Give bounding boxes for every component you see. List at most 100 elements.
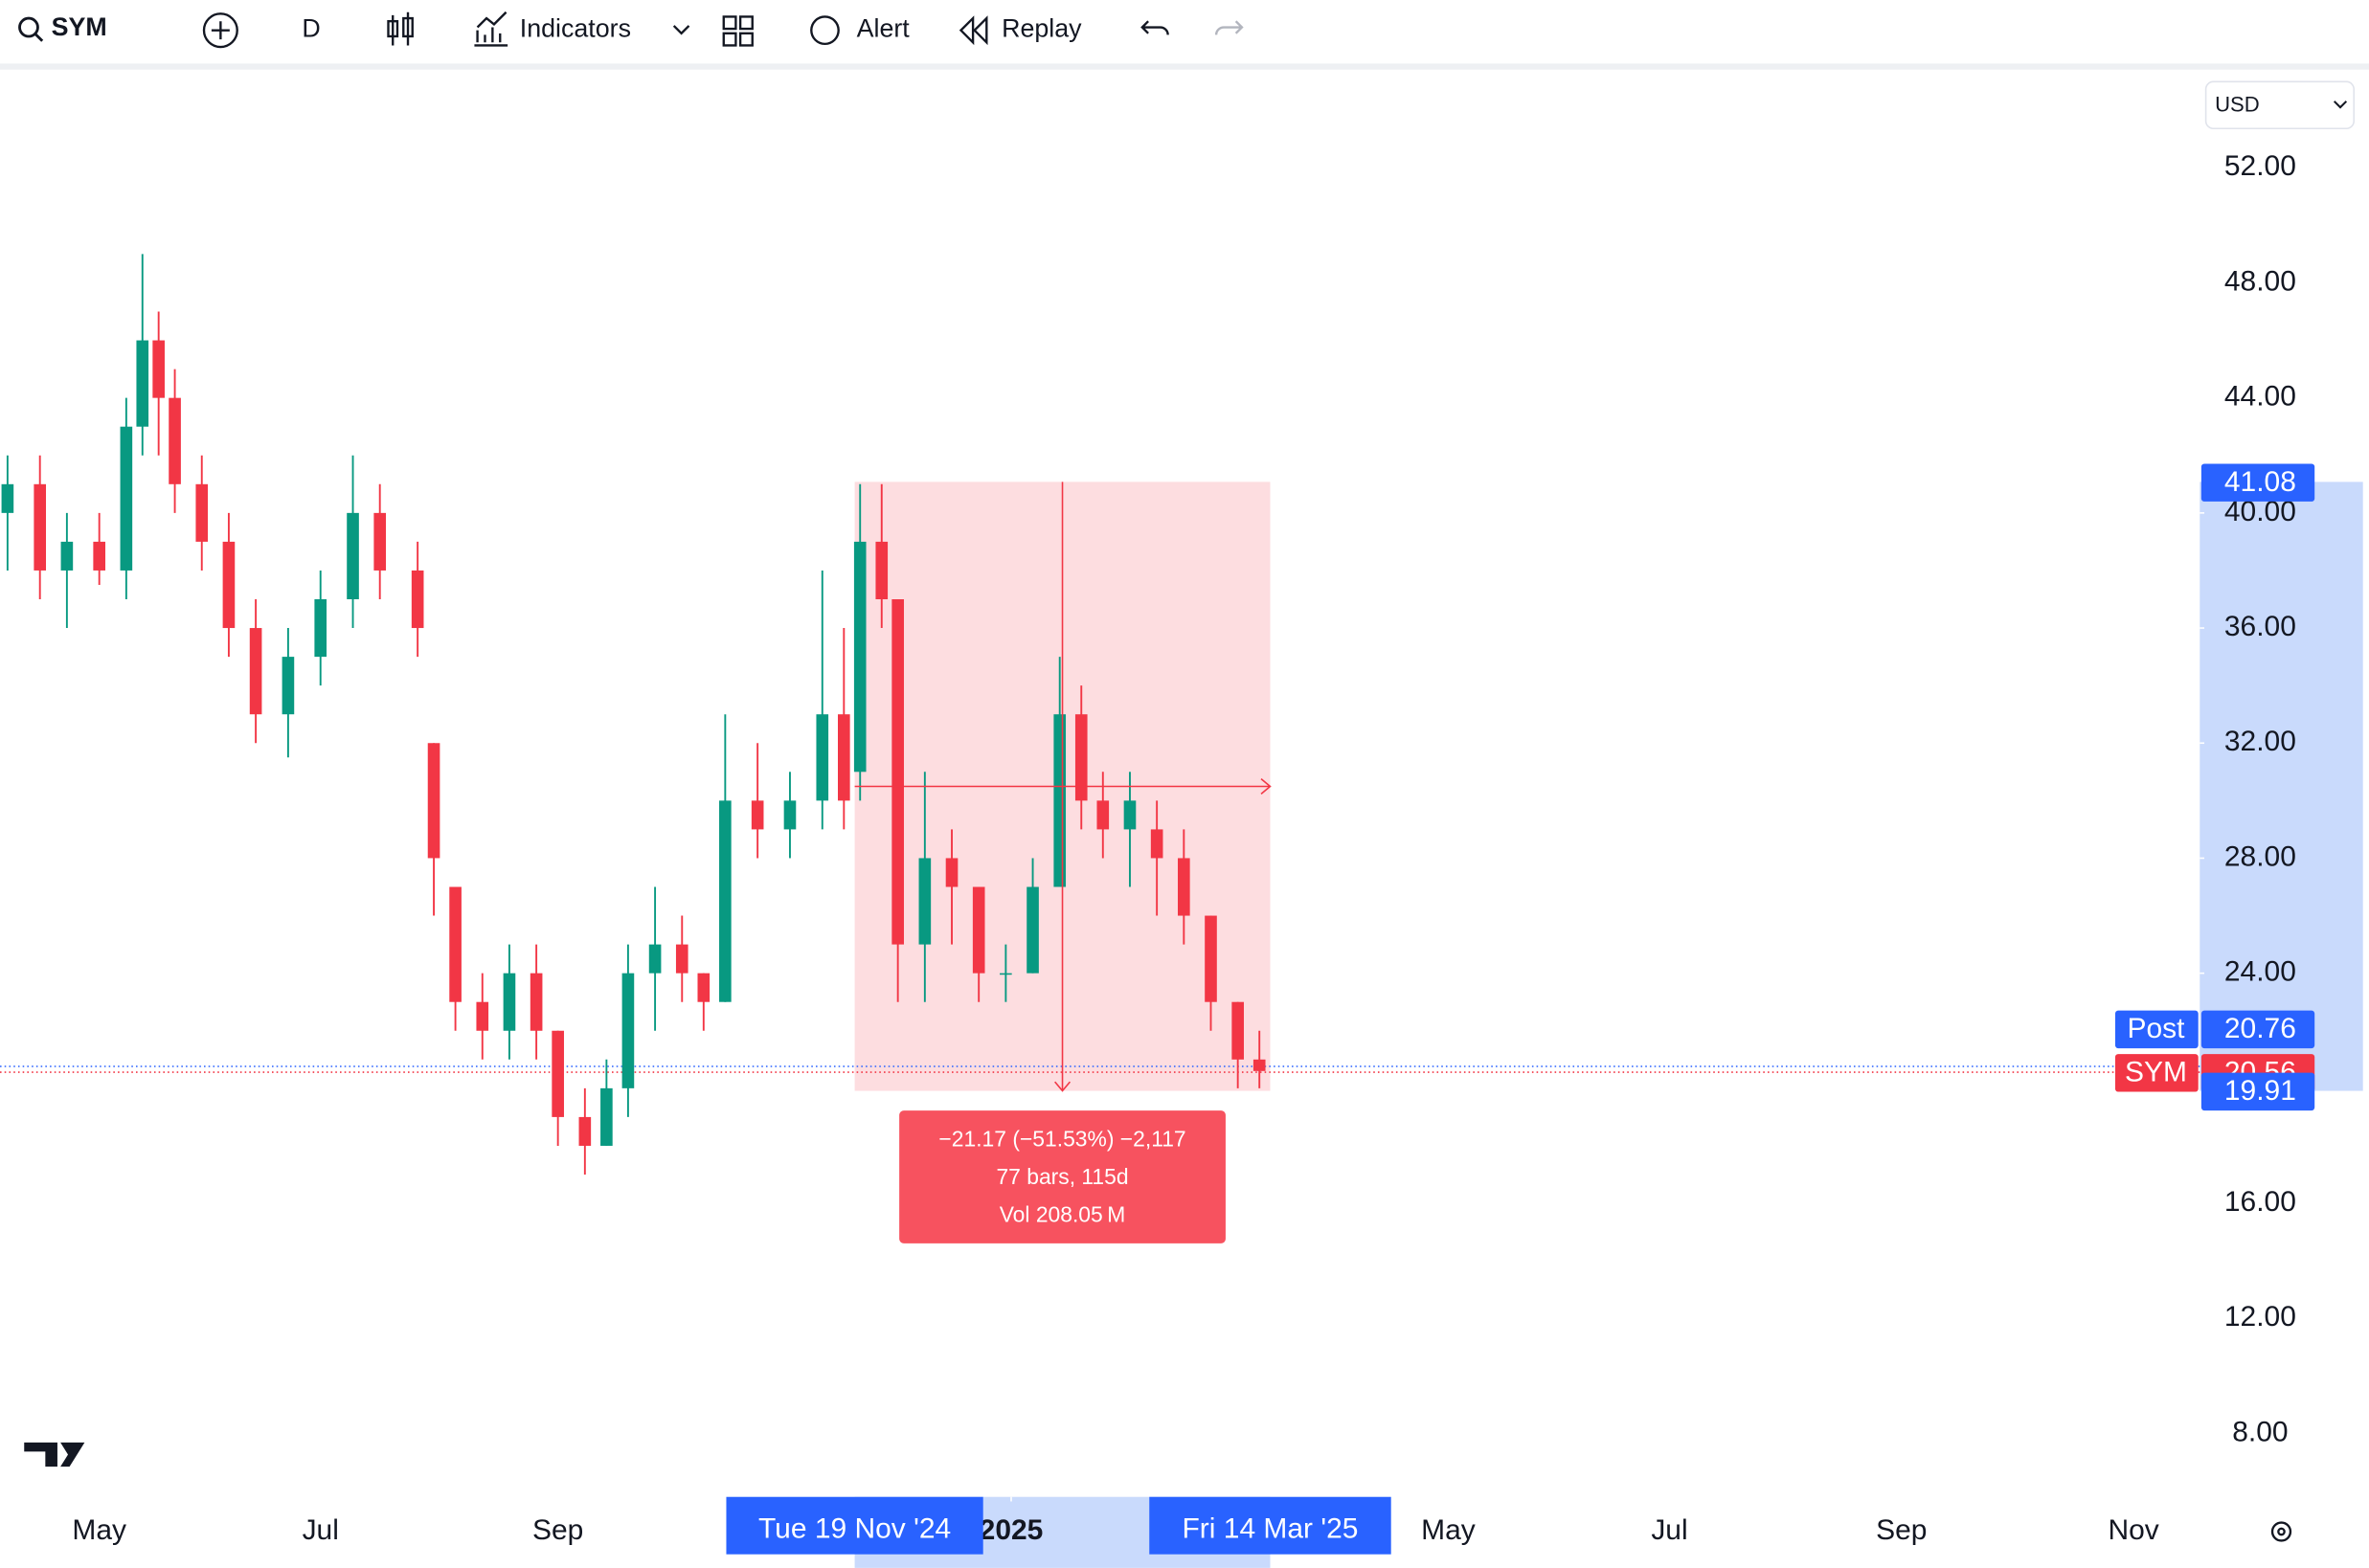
candle-body <box>1000 973 1012 975</box>
candle-body <box>1053 714 1067 887</box>
candle-body <box>875 541 889 600</box>
candle-body <box>1178 858 1190 916</box>
candle-body <box>891 599 904 945</box>
candle-body <box>93 541 105 571</box>
x-tick-label: May <box>1421 1514 1476 1546</box>
candle-body <box>1205 915 1217 1002</box>
candle-body <box>621 973 635 1088</box>
candle-body <box>697 973 711 1002</box>
candle-body <box>530 973 543 1031</box>
date-label: Tue 19 Nov '24 <box>758 1512 951 1544</box>
y-tick-label: 16.00 <box>2224 1186 2296 1218</box>
x-tick-label: Jul <box>303 1514 339 1546</box>
date-box <box>726 1496 983 1555</box>
search-icon[interactable] <box>18 16 39 38</box>
candle-body <box>34 483 47 571</box>
candle-body <box>838 714 850 801</box>
date-box <box>1149 1496 1391 1555</box>
replay[interactable]: Replay <box>1002 14 1082 43</box>
candle-body <box>136 340 149 427</box>
candle-body <box>427 743 440 859</box>
x-tick-label: Sep <box>1876 1514 1927 1546</box>
candle-body <box>853 541 867 773</box>
measure-box <box>899 1110 1226 1243</box>
candle-body <box>816 714 829 801</box>
y-tick-label: 28.00 <box>2224 840 2296 872</box>
toolbar: SYM D Indicators Alert Replay <box>0 11 2369 70</box>
y-tick-label: 8.00 <box>2232 1416 2288 1447</box>
candle-body <box>449 886 462 1002</box>
redo[interactable] <box>1214 20 1244 35</box>
price-tag-label: 20.76 <box>2224 1013 2296 1044</box>
candle-body <box>972 886 985 974</box>
candle-body <box>282 657 295 715</box>
candle-body <box>783 800 797 830</box>
candle-body <box>373 512 387 571</box>
candle-body <box>347 512 359 600</box>
candle-body <box>195 483 209 542</box>
alert[interactable]: Alert <box>857 14 911 43</box>
candle-body <box>314 599 327 658</box>
symbol[interactable]: SYM <box>52 12 107 41</box>
candle-body <box>1074 714 1088 801</box>
candle-body <box>578 1116 592 1146</box>
candle-body <box>675 944 688 974</box>
y-tick-label: 52.00 <box>2224 150 2296 182</box>
line-name: SYM <box>2125 1057 2187 1088</box>
candle-body <box>945 858 959 887</box>
indicators-icon[interactable] <box>474 11 508 47</box>
candle-body <box>719 800 732 1002</box>
interval[interactable]: D <box>302 14 320 43</box>
candle-body <box>918 858 932 945</box>
candle-body <box>120 426 133 571</box>
candle-body <box>1027 886 1039 974</box>
x-tick-label: Sep <box>532 1514 583 1546</box>
candle-body <box>751 800 764 830</box>
x-tick-label: 2025 <box>980 1514 1044 1546</box>
indicators[interactable]: Indicators <box>520 14 631 43</box>
candle-body <box>1231 1001 1244 1060</box>
line-name-tag <box>2114 1010 2199 1049</box>
candle-body <box>600 1087 613 1146</box>
add-icon <box>211 21 230 40</box>
measure-text: −21.17 (−51.53%) −2,117 <box>938 1127 1185 1152</box>
x-tick-label: Jul <box>1651 1514 1687 1546</box>
price-tag-label: 41.08 <box>2224 466 2296 498</box>
candle-body <box>222 541 236 629</box>
dropdown-icon[interactable] <box>672 25 690 35</box>
y-tick-label: 12.00 <box>2224 1301 2296 1333</box>
candle-body <box>552 1030 564 1117</box>
currency[interactable]: USD <box>2215 92 2260 116</box>
measure-arrow <box>1054 1081 1072 1092</box>
add-icon[interactable] <box>202 12 238 49</box>
chart-type-icon[interactable] <box>387 11 414 46</box>
currency-select[interactable] <box>2204 80 2356 130</box>
alert-icon[interactable] <box>810 15 840 46</box>
candle-body <box>169 397 181 484</box>
candle-body <box>1252 1059 1266 1071</box>
price-tag <box>2200 1072 2315 1111</box>
search-icon <box>34 32 44 42</box>
toolbar-divider <box>0 63 2369 70</box>
candle-body <box>249 628 262 715</box>
undo[interactable] <box>1140 20 1169 35</box>
logo <box>24 1442 85 1467</box>
y-tick-label: 24.00 <box>2224 956 2296 988</box>
candle-body <box>648 944 662 974</box>
price-tag <box>2200 1010 2315 1049</box>
layout-icon[interactable] <box>722 15 754 47</box>
settings-icon[interactable] <box>2270 1521 2292 1542</box>
candle-body <box>503 973 516 1031</box>
candle-body <box>476 1001 489 1031</box>
measure-text: Vol 208.05 M <box>1000 1202 1126 1227</box>
x-tick-label: May <box>72 1514 126 1546</box>
candle-body <box>1096 800 1110 830</box>
y-tick-label: 44.00 <box>2224 381 2296 413</box>
date-label: Fri 14 Mar '25 <box>1183 1512 1359 1544</box>
x-tick-label: Nov <box>2108 1514 2158 1546</box>
measure-text: 77 bars, 115d <box>996 1164 1128 1189</box>
dropdown-icon <box>2333 101 2348 109</box>
replay-icon[interactable] <box>959 15 988 46</box>
